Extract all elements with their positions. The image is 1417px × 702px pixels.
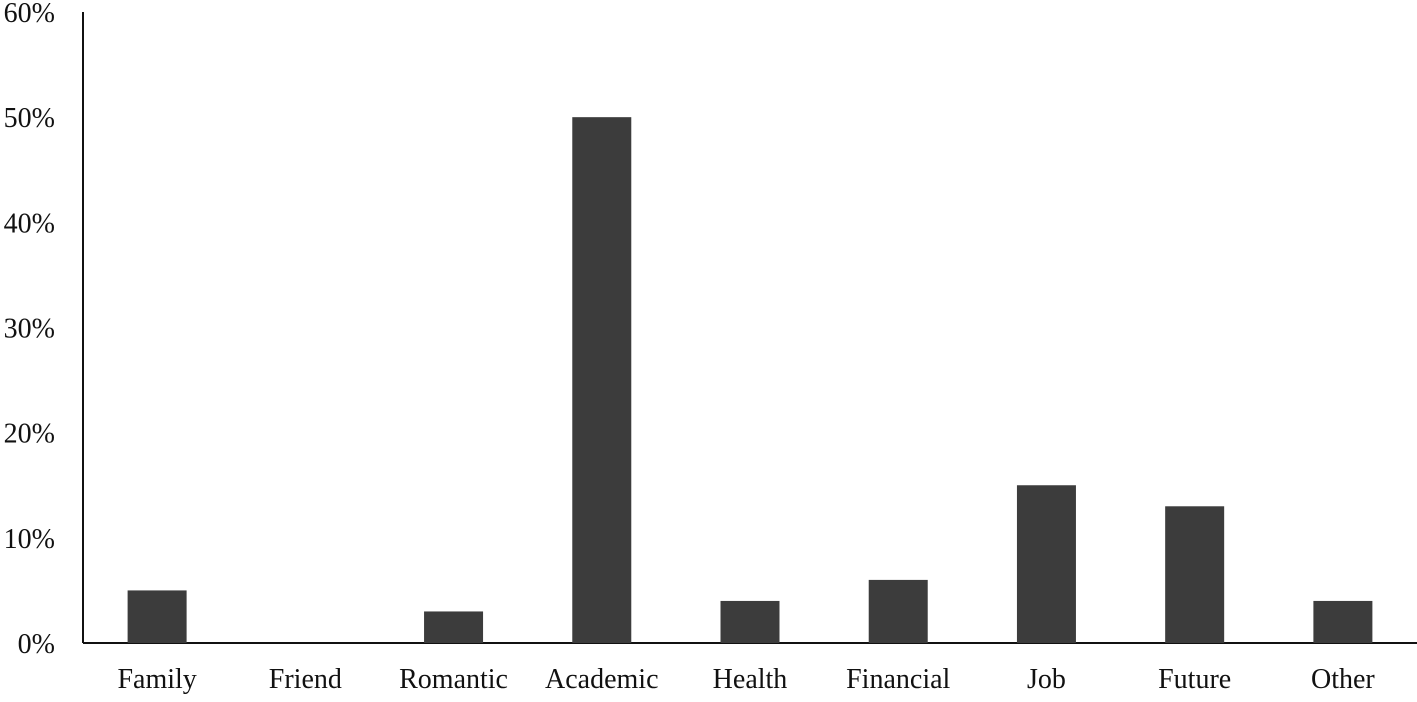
y-tick-label: 0% (18, 629, 55, 660)
bar-family (127, 590, 187, 643)
y-tick-label: 30% (4, 314, 55, 345)
bar-romantic (424, 611, 484, 643)
bar-other (1313, 600, 1373, 643)
x-tick-label-future: Future (1158, 664, 1231, 695)
y-tick-label: 40% (4, 208, 55, 239)
y-tick-label: 50% (4, 103, 55, 134)
x-tick-label-academic: Academic (545, 664, 659, 695)
y-tick-label: 20% (4, 419, 55, 450)
x-tick-label-health: Health (713, 664, 788, 695)
x-tick-label-job: Job (1027, 664, 1066, 695)
bar-health (720, 600, 780, 643)
y-tick-labels: 0% 10% 20% 30% 40% 50% 60% (4, 0, 55, 660)
x-tick-label-romantic: Romantic (399, 664, 508, 695)
y-tick-label: 10% (4, 524, 55, 555)
bar-academic (572, 117, 632, 643)
y-tick-label: 60% (4, 0, 55, 29)
x-tick-label-friend: Friend (269, 664, 342, 695)
bar-future (1165, 506, 1225, 643)
x-tick-label-other: Other (1311, 664, 1375, 695)
x-tick-label-financial: Financial (846, 664, 950, 695)
x-tick-label-family: Family (117, 664, 196, 695)
bar-job (1016, 485, 1076, 643)
bar-financial (868, 579, 928, 643)
bars (127, 117, 1373, 643)
x-tick-labels: Family Friend Romantic Academic Health Financ… (117, 664, 1375, 695)
